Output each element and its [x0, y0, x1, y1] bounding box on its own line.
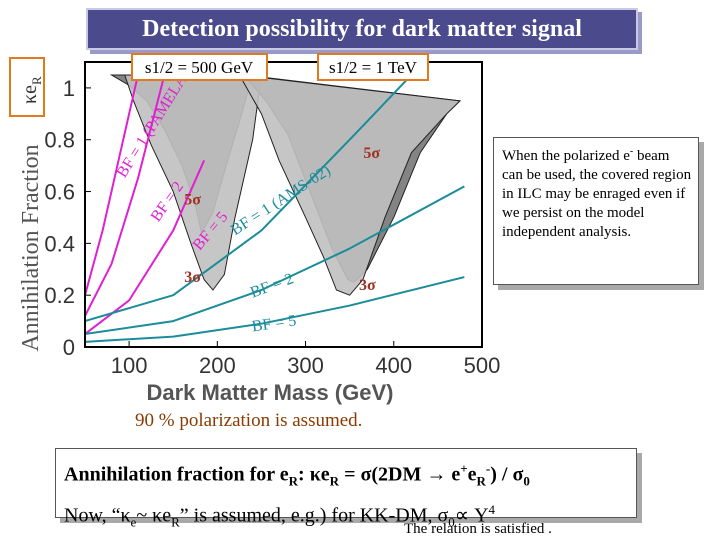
note-text-1: When the polarized e [502, 148, 630, 164]
y-axis-label: Annihilation Fraction [18, 144, 44, 351]
energy-label-500gev: s1/2 = 500 GeV [131, 53, 268, 81]
y-tick-label: 0.4 [44, 231, 75, 256]
sigma-label-2: 3σ [184, 269, 201, 286]
x-tick-label: 200 [199, 353, 236, 378]
y-kappa-label: κeR [19, 76, 44, 104]
curve-label-5: BF = 5 [251, 312, 298, 335]
series-line-3 [85, 74, 413, 323]
series-layer [85, 74, 465, 343]
annotation-layer: 5σ 5σ 3σ 3σ [184, 145, 380, 294]
y-tick-label: 0 [63, 335, 75, 360]
dark-matter-chart: 100 200 300 400 500 0 0.2 0.4 0.6 0.8 1 5σ 5σ 3σ 3σ B… [9, 53, 500, 405]
slide-title: Detection possibility for dark matter si… [86, 8, 638, 50]
energy-label-1tev: s1/2 = 1 TeV [317, 53, 429, 81]
formula-line-1: Annihilation fraction for eR: κeR = σ(2D… [64, 461, 530, 489]
x-tick-label: 500 [464, 353, 501, 378]
plot-frame [84, 61, 483, 348]
note-text-sup: - [629, 146, 634, 157]
sigma-label-0: 5σ [363, 145, 380, 162]
formula-line-2: Now, “κe~ κeR” is assumed, e.g.) for KK-… [64, 501, 496, 530]
series-line-4 [85, 185, 465, 336]
sigma-label-1: 5σ [184, 192, 201, 209]
y-tick-label: 0.8 [44, 128, 75, 153]
formula-box: Annihilation fraction for eR: κeR = σ(2D… [55, 448, 637, 529]
region-layer [109, 74, 462, 296]
region-1 [124, 74, 263, 291]
y-tick-label: 0.2 [44, 283, 75, 308]
x-tick-label: 300 [287, 353, 324, 378]
series-line-1 [85, 74, 166, 317]
y-tick-label: 0.6 [44, 180, 75, 205]
region-3 [238, 74, 462, 296]
relation-note: The relation is satisfied . [404, 521, 552, 537]
y-kappa-box [9, 57, 45, 117]
x-tick-label: 400 [375, 353, 412, 378]
note-text-2: beam can be used, the covered region in … [502, 148, 692, 240]
energy-label-500gev-text: s1/2 = 500 GeV [145, 58, 254, 77]
ticks-layer: 100 200 300 400 500 0 0.2 0.4 0.6 0.8 1 [44, 76, 500, 378]
series-line-5 [85, 276, 465, 343]
energy-label-1tev-text: s1/2 = 1 TeV [329, 58, 418, 77]
x-axis-label: Dark Matter Mass (GeV) [147, 380, 394, 405]
note-box: When the polarized e- beam can be used, … [493, 137, 699, 285]
x-tick-label: 100 [111, 353, 148, 378]
series-line-0 [85, 74, 139, 296]
sigma-label-3: 3σ [359, 277, 376, 294]
y-tick-label: 1 [63, 76, 75, 101]
series-line-2 [85, 160, 206, 335]
curve-label-4: BF = 2 [248, 270, 296, 301]
polarization-note: 90 % polarization is assumed. [135, 410, 363, 431]
